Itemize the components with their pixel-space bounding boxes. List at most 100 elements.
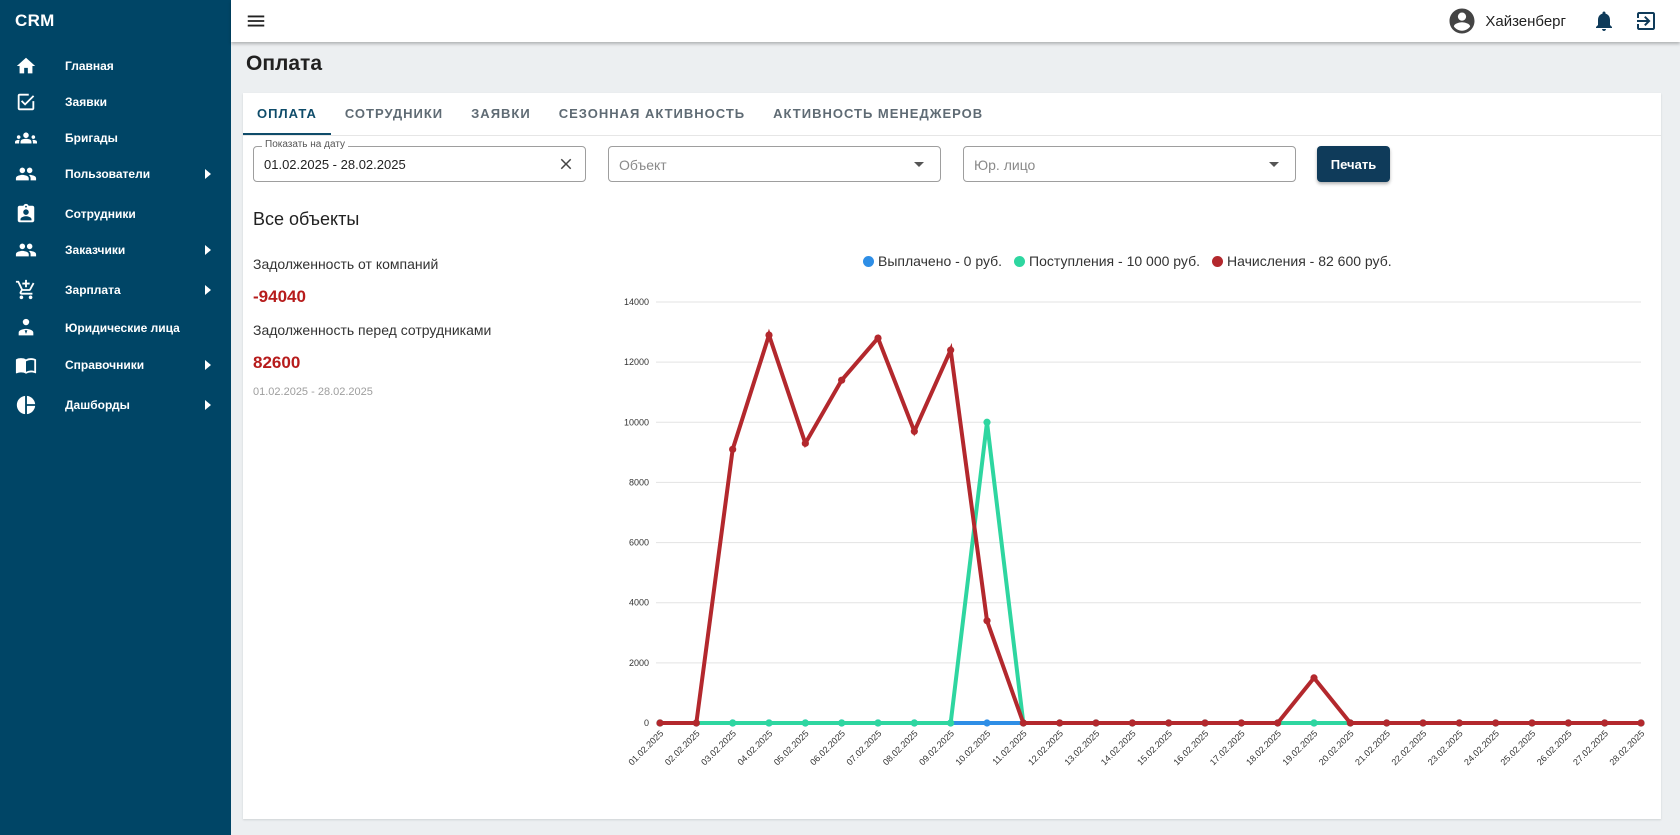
hamburger-menu-icon[interactable] [245, 10, 267, 32]
chevron-right-icon[interactable] [205, 245, 211, 255]
series-2-point [838, 376, 846, 384]
sidebar-item-9[interactable]: Дашборды [0, 387, 231, 423]
series-1-point [874, 719, 882, 727]
sidebar-item-0[interactable]: Главная [0, 48, 231, 84]
x-tick-label: 01.02.2025 [626, 728, 665, 767]
series-1-point [729, 719, 737, 727]
sidebar-item-label: Пользователи [65, 167, 151, 181]
tabs-bar: Оплата Сотрудники Заявки Сезонная активност… [243, 93, 997, 135]
x-tick-label: 09.02.2025 [917, 728, 956, 767]
person-badge-icon [15, 317, 37, 339]
series-2-point [910, 427, 918, 435]
sidebar-item-7[interactable]: Юридические лица [0, 310, 231, 346]
chevron-right-icon[interactable] [205, 169, 211, 179]
tab-1[interactable]: Сотрудники [344, 106, 444, 121]
series-2-point [1310, 674, 1318, 682]
chevron-right-icon[interactable] [205, 360, 211, 370]
series-2-point [729, 445, 737, 453]
date-range-value[interactable]: 01.02.2025 - 28.02.2025 [264, 157, 406, 172]
sidebar-item-1[interactable]: Заявки [0, 84, 231, 120]
object-dropdown-caret-icon[interactable] [914, 162, 924, 167]
checkbox-icon [15, 91, 37, 113]
debt-companies-value: -94040 [253, 287, 306, 306]
chevron-right-icon[interactable] [205, 285, 211, 295]
sidebar-item-label: Зарплата [65, 283, 121, 297]
sidebar-item-label: Справочники [65, 358, 145, 372]
tab-3[interactable]: Сезонная активность [558, 106, 746, 121]
series-2-point [1201, 719, 1209, 727]
series-1-point [983, 418, 991, 426]
object-select-placeholder: Объект [619, 157, 667, 173]
debt-companies-label: Задолженность от компаний [253, 256, 439, 272]
series-2-point [1455, 719, 1463, 727]
series-1-point [1310, 719, 1318, 727]
series-0-point [983, 719, 991, 727]
customers-icon [15, 239, 37, 261]
sidebar-item-5[interactable]: Заказчики [0, 232, 231, 268]
notifications-bell-icon[interactable] [1592, 9, 1616, 33]
clear-date-icon[interactable] [557, 155, 575, 173]
y-tick-label: 6000 [629, 538, 649, 548]
legal-entity-dropdown-caret-icon[interactable] [1269, 162, 1279, 167]
legal-entity-placeholder: Юр. лицо [974, 157, 1036, 173]
series-2-point [1637, 719, 1645, 727]
tab-0[interactable]: Оплата [243, 93, 331, 135]
sidebar-item-label: Главная [65, 59, 114, 73]
series-line-2 [660, 328, 1641, 725]
tabs-divider [243, 135, 1661, 136]
y-tick-label: 8000 [629, 477, 649, 487]
clipboard-badge-icon [15, 203, 37, 225]
sidebar-item-label: Заявки [65, 95, 107, 109]
sidebar-item-label: Заказчики [65, 243, 126, 257]
series-1-point [910, 719, 918, 727]
legend-label: Начисления - 82 600 руб. [1226, 253, 1392, 269]
sidebar-item-3[interactable]: Пользователи [0, 156, 231, 192]
series-2-point [1601, 719, 1609, 727]
chevron-right-icon[interactable] [205, 400, 211, 410]
series-2-point [947, 346, 955, 354]
x-tick-label: 11.02.2025 [990, 728, 1028, 766]
date-range-field[interactable]: Показать на дату 01.02.2025 - 28.02.2025 [253, 139, 586, 182]
tab-4[interactable]: Активность менеджеров [773, 106, 984, 121]
payments-line-chart: 0 2000 4000 6000 8000 10000 12000 14000 01.02.20… [624, 297, 1646, 767]
legend-item-1[interactable]: Поступления - 10 000 руб. [1014, 253, 1200, 269]
y-tick-label: 2000 [629, 658, 649, 668]
cart-plus-icon [15, 279, 37, 301]
account-circle-icon[interactable] [1447, 6, 1477, 36]
logout-icon[interactable] [1634, 9, 1658, 33]
series-1-point [765, 719, 773, 727]
group-icon [15, 127, 37, 149]
x-tick-label: 07.02.2025 [844, 728, 883, 767]
x-tick-label: 18.02.2025 [1244, 728, 1283, 767]
x-tick-label: 25.02.2025 [1498, 728, 1537, 767]
debt-employees-label: Задолженность перед сотрудниками [253, 322, 492, 338]
sidebar-item-2[interactable]: Бригады [0, 120, 231, 156]
series-2-point [874, 334, 882, 342]
x-tick-label: 02.02.2025 [663, 728, 702, 767]
y-tick-label: 0 [644, 718, 649, 728]
username[interactable]: Хайзенберг [1485, 12, 1566, 30]
legend-item-2[interactable]: Начисления - 82 600 руб. [1211, 253, 1392, 269]
legend-label: Поступления - 10 000 руб. [1029, 253, 1200, 269]
sidebar-item-4[interactable]: Сотрудники [0, 196, 231, 232]
sidebar-item-8[interactable]: Справочники [0, 347, 231, 383]
sidebar-item-6[interactable]: Зарплата [0, 272, 231, 308]
tab-2[interactable]: Заявки [471, 106, 531, 121]
series-2-point [983, 617, 991, 625]
legend-dot-icon [863, 255, 874, 267]
x-tick-label: 19.02.2025 [1280, 728, 1319, 767]
series-2-point [1419, 719, 1427, 727]
print-button[interactable]: Печать [1317, 146, 1390, 182]
object-select[interactable]: Объект [608, 146, 941, 182]
x-tick-label: 06.02.2025 [808, 728, 847, 767]
y-tick-label: 4000 [629, 598, 649, 608]
pie-icon [15, 394, 37, 416]
summary-period: 01.02.2025 - 28.02.2025 [253, 386, 373, 398]
date-range-legend: Показать на дату [262, 139, 349, 150]
legend-item-0[interactable]: Выплачено - 0 руб. [863, 253, 1002, 269]
x-tick-label: 10.02.2025 [953, 728, 992, 767]
x-tick-label: 23.02.2025 [1426, 728, 1465, 767]
x-tick-label: 17.02.2025 [1208, 728, 1247, 767]
legal-entity-select[interactable]: Юр. лицо [963, 146, 1296, 182]
brand-logo[interactable]: CRM [15, 11, 55, 30]
